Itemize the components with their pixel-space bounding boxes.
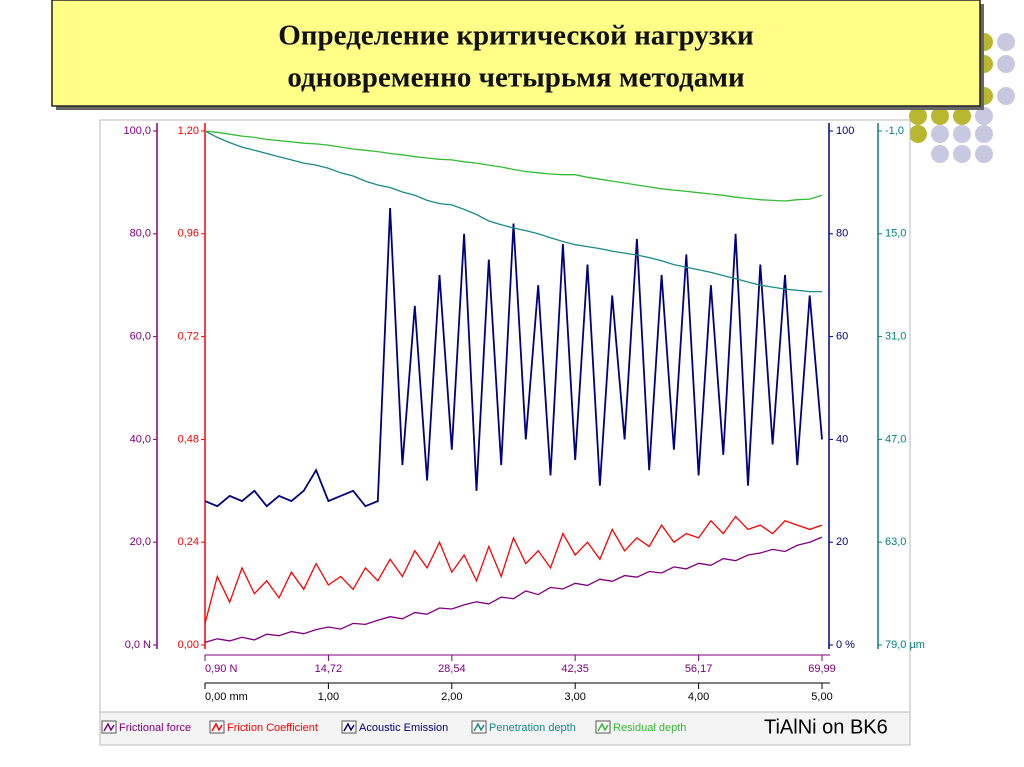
x2-tick-label: 14,72 bbox=[315, 663, 343, 675]
series-line bbox=[204, 536, 823, 644]
title-box bbox=[51, 0, 981, 107]
y-tick-label: 80 bbox=[836, 228, 848, 240]
legend-label: Frictional force bbox=[119, 722, 191, 734]
legend-label: Friction Coefficient bbox=[227, 722, 318, 734]
legend-swatch-line bbox=[103, 722, 115, 732]
y-tick-label: 80,0 bbox=[130, 228, 151, 240]
y-tick-label: 20 bbox=[836, 536, 848, 548]
x-tick-label: 1,00 bbox=[318, 691, 339, 703]
y-tick-label: 63,0 bbox=[885, 536, 906, 548]
y-tick-label: 1,20 bbox=[178, 125, 199, 137]
y-tick-label: 0,24 bbox=[178, 536, 199, 548]
x-tick-label: 2,00 bbox=[441, 691, 462, 703]
y-tick-label: 0,0 N bbox=[125, 639, 151, 651]
legend-bar bbox=[99, 711, 911, 746]
legend-label: Residual depth bbox=[613, 722, 686, 734]
y-tick-label: 79,0 µm bbox=[885, 639, 925, 651]
x-tick-label: 4,00 bbox=[688, 691, 709, 703]
chart-frame bbox=[99, 119, 911, 746]
x2-tick-label: 69,99 bbox=[808, 663, 836, 675]
y-tick-label: 31,0 bbox=[885, 331, 906, 343]
y-tick-label: 0,96 bbox=[178, 228, 199, 240]
y-tick-label: 60,0 bbox=[130, 331, 151, 343]
x-tick-label: 3,00 bbox=[564, 691, 585, 703]
x2-tick-label: 28,54 bbox=[438, 663, 466, 675]
legend-label: Acoustic Emission bbox=[359, 722, 448, 734]
legend-swatch-line bbox=[343, 722, 355, 732]
y-tick-label: 100,0 bbox=[123, 125, 151, 137]
series-line bbox=[204, 208, 823, 508]
legend-swatch-line bbox=[473, 722, 485, 732]
y-tick-label: 0,00 bbox=[178, 639, 199, 651]
y-tick-label: 15,0 bbox=[885, 228, 906, 240]
series-line bbox=[204, 515, 823, 624]
series-line bbox=[204, 130, 822, 293]
y-tick-label: 0,72 bbox=[178, 331, 199, 343]
y-tick-label: 20,0 bbox=[130, 536, 151, 548]
title-line: одновременно четырьмя методами bbox=[287, 62, 744, 94]
chart-caption: TiAlNi on BK6 bbox=[764, 716, 888, 738]
x2-tick-label: 42,35 bbox=[561, 663, 589, 675]
y-tick-label: -1,0 bbox=[885, 125, 904, 137]
legend-swatch-line bbox=[597, 722, 609, 732]
legend-label: Penetration depth bbox=[489, 722, 576, 734]
y-tick-label: 40 bbox=[836, 433, 848, 445]
x2-tick-label: 0,90 N bbox=[205, 663, 237, 675]
x2-tick-label: 56,17 bbox=[685, 663, 713, 675]
title-line: Определение критической нагрузки bbox=[278, 20, 754, 52]
y-tick-label: 47,0 bbox=[885, 433, 906, 445]
y-tick-label: 0 % bbox=[836, 639, 855, 651]
y-tick-label: 60 bbox=[836, 331, 848, 343]
x-tick-label: 5,00 bbox=[811, 691, 832, 703]
y-tick-label: 40,0 bbox=[130, 433, 151, 445]
y-tick-label: 0,48 bbox=[178, 433, 199, 445]
series-line bbox=[204, 130, 823, 202]
y-tick-label: 100 bbox=[836, 125, 854, 137]
x-tick-label: 0,00 mm bbox=[205, 691, 248, 703]
legend-swatch-line bbox=[211, 722, 223, 732]
chart: 0,0 N 20,0 40,0 60,0 80,0 100,0 0,00 0,24 0,48 0,… bbox=[101, 123, 925, 738]
